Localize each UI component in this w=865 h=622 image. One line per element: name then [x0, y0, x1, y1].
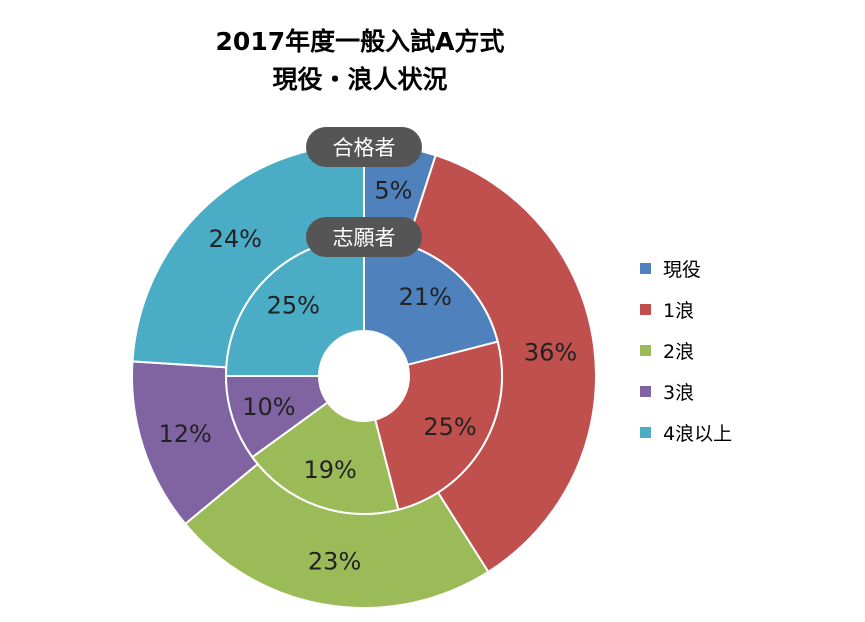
outer-slice-label-2: 23%	[308, 548, 361, 576]
legend-item: 4浪以上	[640, 412, 732, 453]
outer-slice-label-3: 12%	[159, 420, 212, 448]
legend-item: 3浪	[640, 371, 732, 412]
inner-ring-badge-bg	[306, 217, 422, 257]
outer-slice-label-1: 36%	[524, 338, 577, 366]
legend-label: 1浪	[663, 300, 695, 322]
legend-label: 3浪	[663, 382, 695, 404]
outer-ring-badge-bg	[306, 127, 422, 167]
chart-title-line1: 2017年度一般入試A方式	[215, 27, 505, 56]
legend-swatch	[640, 263, 651, 274]
legend-label: 4浪以上	[663, 423, 733, 445]
chart-legend: 現役 1浪 2浪 3浪 4浪以上	[640, 248, 732, 453]
inner-ring-badge-text: 志願者	[333, 226, 396, 250]
outer-ring-badge-text: 合格者	[333, 136, 396, 160]
legend-item: 現役	[640, 248, 732, 289]
inner-slice-label-4: 25%	[267, 291, 320, 319]
inner-ring-badge: 志願者	[306, 217, 422, 257]
inner-slice-2	[250, 401, 400, 515]
outer-ring-badge: 合格者	[306, 127, 422, 167]
inner-slice-1	[373, 340, 503, 511]
outer-slice-label-4: 24%	[209, 225, 262, 253]
legend-swatch	[640, 386, 651, 397]
legend-label: 現役	[663, 259, 702, 281]
chart-title-line2: 現役・浪人状況	[272, 65, 448, 94]
legend-label: 2浪	[663, 341, 695, 363]
inner-slice-label-1: 25%	[423, 413, 476, 441]
inner-slice-label-3: 10%	[242, 393, 295, 421]
legend-item: 1浪	[640, 289, 732, 330]
legend-item: 2浪	[640, 330, 732, 371]
inner-slice-label-0: 21%	[399, 283, 452, 311]
outer-slice-label-0: 5%	[374, 176, 412, 204]
inner-slice-label-2: 19%	[303, 456, 356, 484]
legend-swatch	[640, 345, 651, 356]
legend-swatch	[640, 304, 651, 315]
legend-swatch	[640, 427, 651, 438]
